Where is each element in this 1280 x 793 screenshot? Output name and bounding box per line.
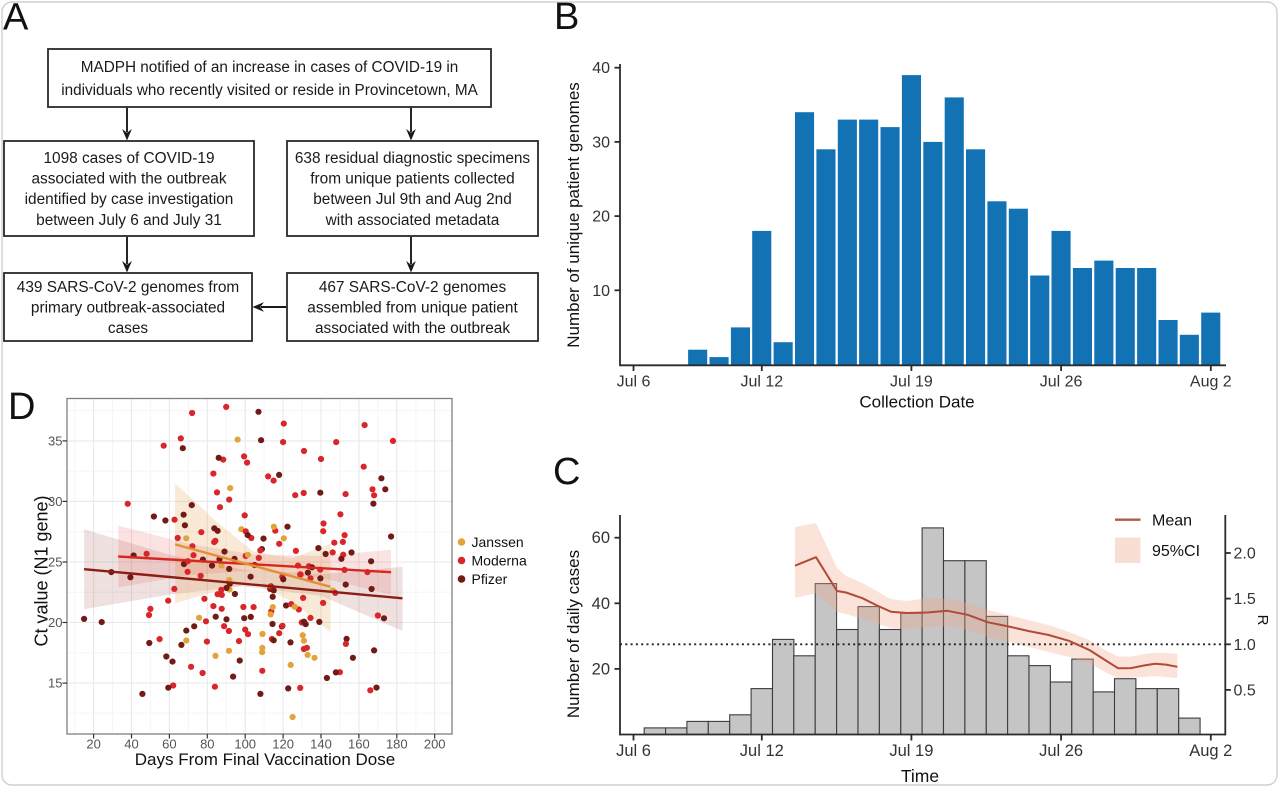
svg-text:20: 20 — [86, 737, 100, 752]
svg-text:1.0: 1.0 — [1234, 637, 1256, 654]
svg-text:with associated metadata: with associated metadata — [325, 212, 500, 229]
svg-text:200: 200 — [424, 737, 446, 752]
svg-text:primary outbreak-associated: primary outbreak-associated — [31, 299, 225, 316]
svg-text:D: D — [8, 386, 35, 428]
svg-text:1098 cases of COVID-19: 1098 cases of COVID-19 — [43, 150, 214, 167]
svg-text:638 residual diagnostic specim: 638 residual diagnostic specimens — [295, 150, 531, 167]
svg-text:between July 6 and July 31: between July 6 and July 31 — [36, 212, 222, 229]
svg-text:35: 35 — [48, 433, 62, 448]
svg-text:Collection Date: Collection Date — [859, 393, 974, 412]
svg-text:2.0: 2.0 — [1234, 546, 1256, 563]
svg-text:Jul 12: Jul 12 — [740, 742, 784, 760]
svg-text:1.5: 1.5 — [1234, 591, 1256, 608]
svg-text:assembled from unique patient: assembled from unique patient — [307, 299, 518, 316]
svg-text:20: 20 — [592, 209, 610, 226]
svg-text:40: 40 — [124, 737, 138, 752]
svg-text:associated with the outbreak: associated with the outbreak — [315, 320, 510, 337]
svg-text:15: 15 — [48, 676, 62, 691]
svg-text:0.5: 0.5 — [1234, 682, 1256, 699]
svg-text:20: 20 — [48, 615, 62, 630]
svg-text:60: 60 — [592, 529, 610, 547]
svg-text:Moderna: Moderna — [472, 553, 527, 569]
svg-text:individuals who recently visit: individuals who recently visited or resi… — [61, 82, 478, 99]
svg-text:Time: Time — [901, 766, 939, 786]
svg-text:Days From Final Vaccination Do: Days From Final Vaccination Dose — [135, 750, 395, 769]
svg-text:40: 40 — [592, 60, 610, 77]
svg-text:Jul 26: Jul 26 — [1040, 374, 1083, 391]
svg-text:80: 80 — [200, 737, 214, 752]
svg-text:MADPH notified of an increase: MADPH notified of an increase in cases o… — [81, 59, 459, 76]
svg-text:Jul 12: Jul 12 — [740, 374, 783, 391]
svg-text:R: R — [1254, 615, 1271, 626]
svg-text:cases: cases — [108, 320, 149, 337]
svg-text:Ct value (N1 gene): Ct value (N1 gene) — [32, 495, 52, 646]
svg-text:C: C — [553, 451, 580, 493]
svg-text:identified by case investigati: identified by case investigation — [25, 191, 234, 208]
svg-text:Aug 2: Aug 2 — [1189, 742, 1232, 760]
svg-text:95%CI: 95%CI — [1152, 543, 1200, 560]
svg-text:439 SARS-CoV-2 genomes from: 439 SARS-CoV-2 genomes from — [17, 279, 239, 296]
svg-text:10: 10 — [592, 283, 610, 300]
svg-text:between Jul 9th and Aug 2nd: between Jul 9th and Aug 2nd — [313, 191, 512, 208]
svg-text:Mean: Mean — [1152, 513, 1192, 530]
svg-text:Aug 2: Aug 2 — [1190, 374, 1232, 391]
svg-text:160: 160 — [348, 737, 370, 752]
svg-text:Pfizer: Pfizer — [472, 571, 508, 587]
svg-text:Jul 26: Jul 26 — [1039, 742, 1083, 760]
svg-text:Jul 6: Jul 6 — [616, 742, 651, 760]
svg-text:Janssen: Janssen — [472, 534, 524, 550]
svg-text:120: 120 — [272, 737, 294, 752]
svg-text:A: A — [3, 0, 29, 39]
svg-text:30: 30 — [592, 134, 610, 151]
svg-text:associated with the outbreak: associated with the outbreak — [31, 171, 226, 188]
svg-text:Jul 19: Jul 19 — [890, 374, 933, 391]
svg-text:Jul 6: Jul 6 — [617, 374, 651, 391]
svg-text:Jul 19: Jul 19 — [889, 742, 933, 760]
svg-text:60: 60 — [162, 737, 176, 752]
svg-text:180: 180 — [386, 737, 408, 752]
svg-text:Number of daily cases: Number of daily cases — [564, 550, 583, 718]
svg-text:30: 30 — [48, 494, 62, 509]
svg-text:Number of unique patient genom: Number of unique patient genomes — [564, 82, 583, 348]
svg-text:140: 140 — [310, 737, 332, 752]
svg-text:25: 25 — [48, 555, 62, 570]
svg-text:from unique patients collected: from unique patients collected — [310, 171, 514, 188]
svg-text:40: 40 — [592, 595, 610, 613]
svg-text:467 SARS-CoV-2 genomes: 467 SARS-CoV-2 genomes — [319, 279, 507, 296]
svg-text:B: B — [554, 0, 579, 38]
svg-text:100: 100 — [234, 737, 256, 752]
svg-text:20: 20 — [592, 660, 610, 678]
